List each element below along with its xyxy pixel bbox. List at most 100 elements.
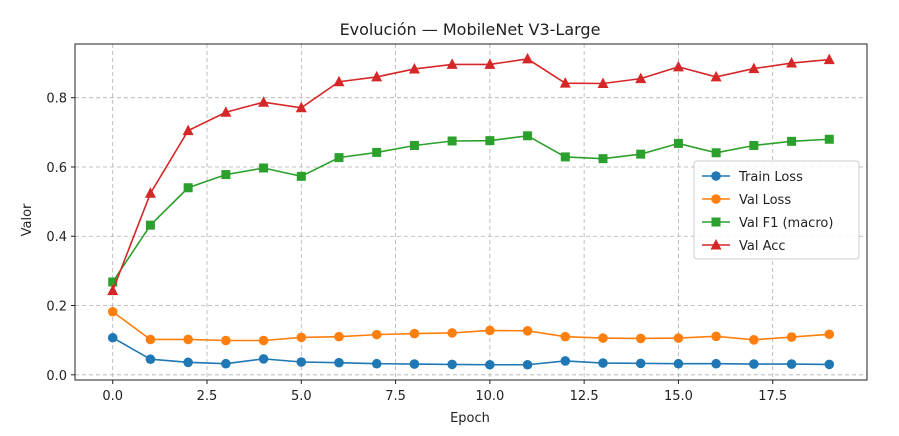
data-point bbox=[221, 358, 231, 369]
data-point bbox=[447, 328, 457, 338]
data-point bbox=[824, 329, 835, 340]
data-point bbox=[145, 354, 156, 365]
legend-box bbox=[693, 160, 860, 260]
data-point bbox=[334, 331, 344, 342]
y-tick-label: 0.2 bbox=[46, 300, 67, 315]
x-tick-label: 5.0 bbox=[291, 389, 312, 404]
data-point bbox=[560, 356, 571, 366]
legend: Train Loss Val Loss Val F1 (macro) Val Acc bbox=[693, 160, 860, 260]
x-tick-label: 15.0 bbox=[664, 389, 693, 404]
data-point bbox=[183, 334, 193, 345]
x-axis-label: Epoch bbox=[450, 411, 490, 426]
data-point bbox=[484, 58, 496, 69]
data-point bbox=[333, 75, 345, 87]
data-point bbox=[409, 140, 419, 150]
data-point bbox=[107, 284, 119, 296]
x-tick-label: 17.5 bbox=[758, 389, 787, 404]
legend-entry: Val Loss bbox=[739, 193, 791, 208]
x-tick-label: 7.5 bbox=[385, 389, 406, 404]
series-2 bbox=[108, 131, 834, 287]
data-point bbox=[711, 148, 721, 158]
plot-frame bbox=[74, 43, 868, 381]
legend-marker bbox=[711, 217, 721, 227]
legend-marker bbox=[711, 194, 721, 204]
data-point bbox=[522, 326, 533, 336]
data-point bbox=[220, 106, 232, 117]
data-point bbox=[598, 358, 608, 368]
data-point bbox=[485, 136, 495, 146]
data-point bbox=[673, 333, 684, 343]
data-point bbox=[144, 187, 156, 198]
data-point bbox=[295, 101, 307, 113]
data-point bbox=[408, 62, 420, 74]
data-point bbox=[221, 170, 231, 180]
y-tick-label: 0.4 bbox=[46, 230, 67, 245]
data-point bbox=[371, 329, 382, 340]
data-point bbox=[409, 328, 420, 339]
data-point bbox=[710, 70, 722, 82]
data-point bbox=[334, 357, 344, 368]
data-point bbox=[145, 220, 155, 230]
data-point bbox=[296, 171, 306, 181]
legend-marker bbox=[710, 239, 722, 250]
x-tick-label: 0.0 bbox=[102, 389, 123, 404]
data-point bbox=[559, 77, 571, 88]
data-point bbox=[635, 72, 647, 84]
data-point bbox=[597, 77, 609, 88]
y-axis-label: Valor bbox=[20, 203, 35, 236]
data-point bbox=[522, 52, 534, 64]
data-point bbox=[371, 70, 383, 82]
series-line bbox=[112, 311, 830, 342]
data-point bbox=[258, 354, 269, 364]
legend-entry: Train Loss bbox=[738, 170, 803, 185]
data-point bbox=[824, 359, 835, 370]
data-point bbox=[523, 131, 533, 141]
data-point bbox=[409, 359, 420, 369]
series-layer bbox=[107, 52, 835, 370]
data-point bbox=[447, 359, 457, 370]
data-point bbox=[258, 96, 270, 107]
data-point bbox=[447, 136, 457, 146]
series-line bbox=[112, 134, 830, 283]
data-point bbox=[372, 147, 382, 157]
data-point bbox=[296, 357, 307, 367]
x-tick-label: 2.5 bbox=[197, 389, 218, 404]
data-point bbox=[446, 58, 458, 69]
data-point bbox=[485, 325, 495, 336]
data-point bbox=[673, 358, 684, 369]
data-point bbox=[673, 138, 683, 148]
data-point bbox=[748, 62, 760, 74]
data-point bbox=[786, 57, 798, 68]
data-point bbox=[711, 331, 721, 342]
data-point bbox=[598, 154, 608, 164]
data-point bbox=[824, 134, 834, 144]
data-point bbox=[786, 359, 797, 369]
data-point bbox=[598, 333, 608, 343]
data-point bbox=[145, 334, 156, 345]
data-point bbox=[749, 335, 759, 345]
data-point bbox=[334, 153, 344, 163]
series-line bbox=[112, 337, 830, 366]
ticks-layer: 0.0 2.5 5.0 7.5 10.0 12.5 15.0 17.5 0.0 0.2 0.4 0.6… bbox=[46, 92, 787, 404]
data-point bbox=[258, 335, 269, 346]
x-tick-label: 12.5 bbox=[570, 389, 599, 404]
data-point bbox=[787, 136, 797, 146]
data-point bbox=[749, 140, 759, 150]
data-point bbox=[635, 333, 646, 344]
data-point bbox=[522, 359, 533, 370]
data-point bbox=[560, 152, 570, 162]
data-point bbox=[107, 332, 118, 343]
data-point bbox=[636, 149, 646, 159]
data-point bbox=[485, 359, 495, 370]
series-3 bbox=[107, 52, 835, 296]
data-point bbox=[107, 306, 118, 317]
series-1 bbox=[107, 306, 835, 346]
x-tick-label: 10.0 bbox=[475, 389, 504, 404]
chart-title: Evolución — MobileNet V3-Large bbox=[340, 20, 601, 39]
y-tick-label: 0.6 bbox=[46, 161, 67, 176]
legend-entry: Val F1 (macro) bbox=[739, 216, 833, 231]
data-point bbox=[711, 358, 721, 369]
series-0 bbox=[107, 332, 835, 370]
legend-marker bbox=[711, 171, 721, 181]
